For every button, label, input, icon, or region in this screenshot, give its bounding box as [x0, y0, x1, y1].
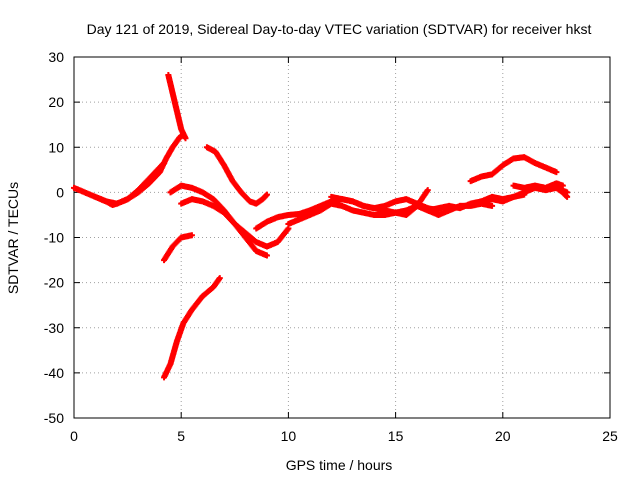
- series-track-b: [92, 132, 185, 207]
- x-tick-label: 25: [602, 428, 618, 444]
- y-tick-label: 10: [48, 139, 64, 155]
- series-track-e: [161, 275, 223, 381]
- series-track-f: [167, 182, 270, 259]
- x-tick-label: 5: [177, 428, 185, 444]
- y-axis-title: SDTVAR / TECUs: [5, 182, 21, 294]
- y-tick-label: -30: [44, 320, 64, 336]
- x-tick-label: 15: [388, 428, 404, 444]
- grid-lines: [74, 57, 610, 418]
- data-point: [521, 191, 528, 198]
- data-point: [559, 182, 566, 189]
- series-track-l: [467, 154, 560, 185]
- y-tick-label: 20: [48, 94, 64, 110]
- series-track-h: [178, 196, 292, 250]
- y-tick-label: 30: [48, 49, 64, 65]
- axis-ticks: 0 5 10 15 20 25 -50 -40 -30 -20 -10 0 10 20 30: [44, 49, 618, 444]
- series-track-c: [165, 72, 189, 142]
- data-point: [424, 187, 431, 194]
- x-axis-title: GPS time / hours: [286, 457, 393, 473]
- x-tick-label: 20: [495, 428, 511, 444]
- data-point: [188, 232, 195, 239]
- data-point: [216, 275, 223, 282]
- series-track-d: [161, 232, 195, 264]
- data-point: [553, 169, 560, 176]
- series-track-p: [553, 184, 571, 200]
- data-point: [564, 193, 571, 200]
- chart-title: Day 121 of 2019, Sidereal Day-to-day VTE…: [87, 21, 592, 37]
- data-point: [489, 202, 496, 209]
- x-tick-label: 10: [281, 428, 297, 444]
- data-point: [263, 191, 270, 198]
- data-point: [263, 252, 270, 259]
- y-tick-label: -10: [44, 230, 64, 246]
- x-tick-label: 0: [70, 428, 78, 444]
- y-tick-label: -20: [44, 275, 64, 291]
- data-point: [182, 135, 189, 142]
- y-tick-label: 0: [56, 184, 64, 200]
- series-track-g: [203, 144, 270, 207]
- y-tick-label: -50: [44, 410, 64, 426]
- series-track-o: [424, 191, 528, 214]
- data-points: [71, 72, 571, 381]
- series-track-n: [510, 180, 566, 191]
- y-tick-label: -40: [44, 365, 64, 381]
